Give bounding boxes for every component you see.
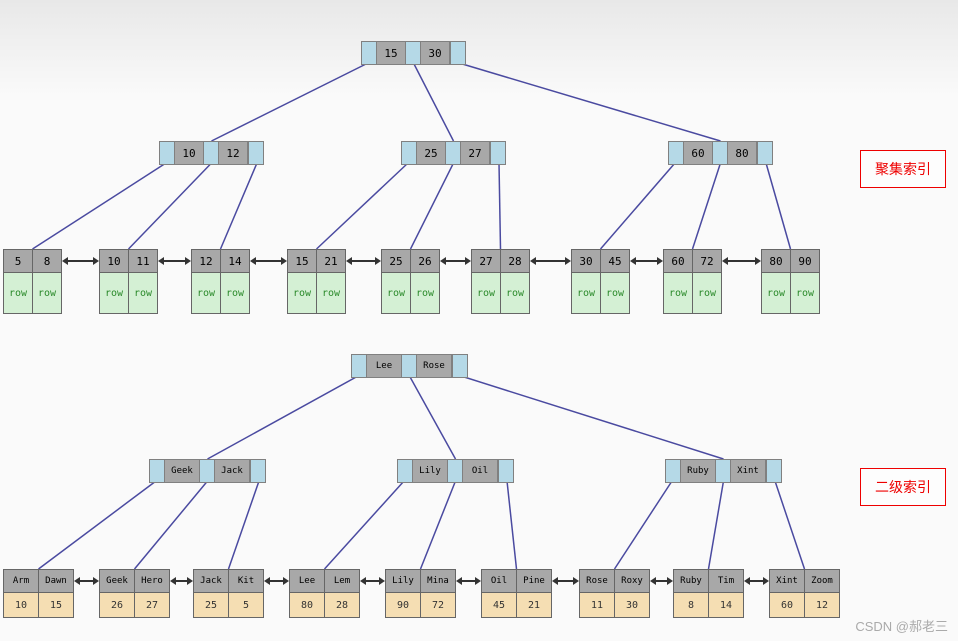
internal-node: LilyOil [397,459,514,483]
leaf-link [256,260,281,262]
leaf-node: 8090rowrow [761,249,820,314]
leaf-node: LeeLem8028 [289,569,360,618]
leaf-node: 58rowrow [3,249,62,314]
leaf-link [352,260,375,262]
leaf-node: RoseRoxy1130 [579,569,650,618]
internal-node: RubyXint [665,459,782,483]
internal-node: GeekJack [149,459,266,483]
leaf-link [176,580,187,582]
leaf-node: OilPine4521 [481,569,552,618]
leaf-node: LilyMina9072 [385,569,456,618]
leaf-link [68,260,93,262]
internal-node: 2527 [401,141,506,165]
leaf-link [270,580,283,582]
leaf-link [750,580,763,582]
leaf-node: XintZoom6012 [769,569,840,618]
leaf-node: 6072rowrow [663,249,722,314]
internal-node: LeeRose [351,354,468,378]
leaf-link [728,260,755,262]
leaf-node: 1214rowrow [191,249,250,314]
leaf-node: GeekHero2627 [99,569,170,618]
leaf-link [164,260,185,262]
internal-node: 6080 [668,141,773,165]
leaf-node: 1011rowrow [99,249,158,314]
tree-edges [0,0,958,641]
leaf-link [80,580,93,582]
leaf-node: 2526rowrow [381,249,440,314]
leaf-node: JackKit255 [193,569,264,618]
label-clustered: 聚集索引 [860,150,946,188]
watermark: CSDN @郝老三 [855,616,948,635]
leaf-link [366,580,379,582]
leaf-node: 1521rowrow [287,249,346,314]
internal-node: 1012 [159,141,264,165]
leaf-link [636,260,657,262]
leaf-link [536,260,565,262]
leaf-link [656,580,667,582]
leaf-link [446,260,465,262]
leaf-node: 2728rowrow [471,249,530,314]
leaf-link [558,580,573,582]
leaf-node: 3045rowrow [571,249,630,314]
leaf-node: RubyTim814 [673,569,744,618]
leaf-node: ArmDawn1015 [3,569,74,618]
label-secondary: 二级索引 [860,468,946,506]
leaf-link [462,580,475,582]
internal-node: 1530 [361,41,466,65]
